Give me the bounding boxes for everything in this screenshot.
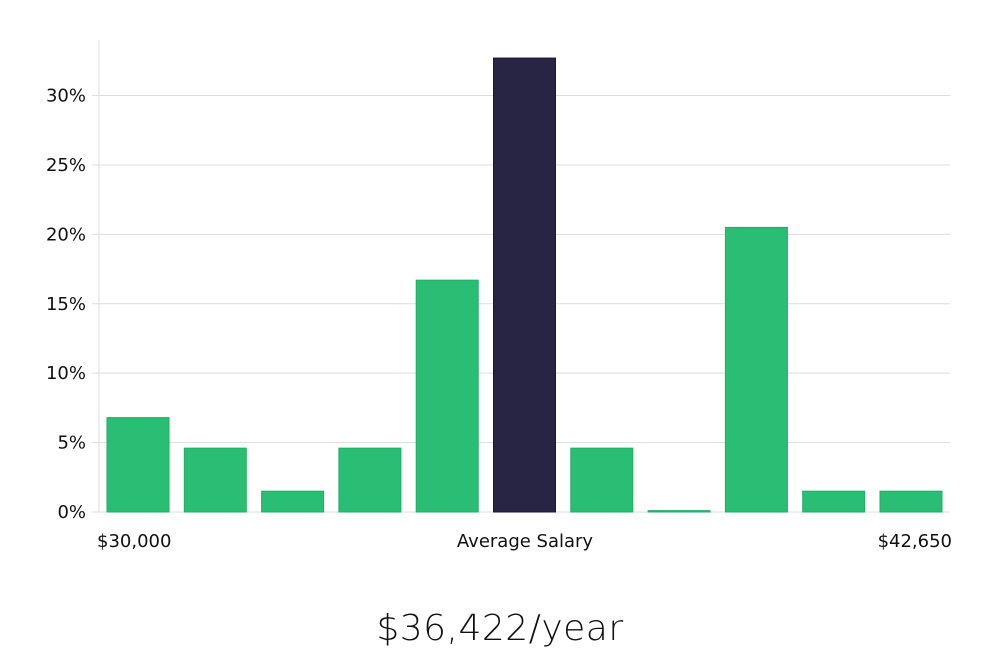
salary-histogram: 0% 5% 10% 15% 20% 25% 30% $30,000 Average Sala… [46, 40, 952, 552]
y-tick-label: 30% [46, 86, 86, 107]
bar [570, 447, 634, 513]
average-salary-value: $36,422/year [376, 608, 624, 649]
y-tick-label: 15% [46, 294, 86, 315]
bar [802, 490, 866, 513]
y-tick-label: 5% [57, 433, 86, 454]
bar [647, 510, 711, 513]
bar [261, 490, 325, 513]
bar [724, 226, 788, 513]
y-tick-label: 10% [46, 363, 86, 384]
y-axis-ticks: 0% 5% 10% 15% 20% 25% 30% [46, 86, 99, 523]
y-tick-label: 25% [46, 155, 86, 176]
y-tick-label: 0% [57, 502, 86, 523]
y-tick-label: 20% [46, 224, 86, 245]
x-label-max: $42,650 [878, 531, 952, 552]
bar [879, 490, 943, 513]
bar-average-salary [493, 57, 556, 513]
bar [415, 279, 479, 513]
x-label-min: $30,000 [97, 531, 171, 552]
bar [183, 447, 247, 513]
bars [106, 57, 943, 513]
bar [338, 447, 402, 513]
bar [106, 417, 170, 513]
x-label-center: Average Salary [457, 531, 594, 552]
